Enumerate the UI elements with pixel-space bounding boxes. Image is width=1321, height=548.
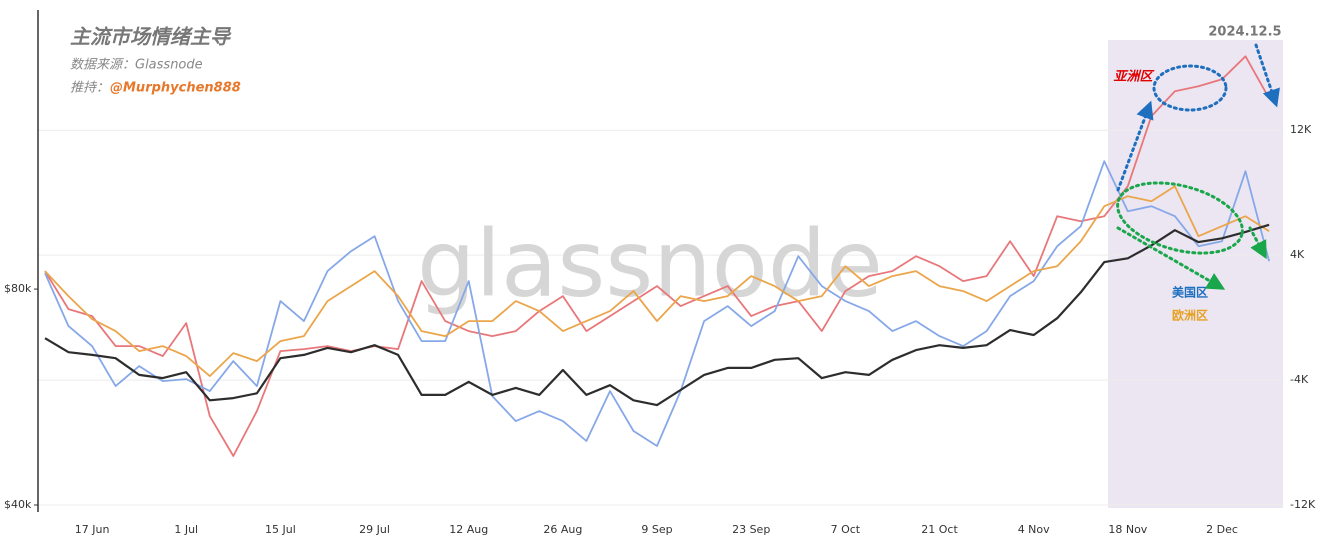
series-label: 欧洲区 xyxy=(1172,308,1208,323)
y2-tick-label: 12K xyxy=(1290,123,1312,136)
x-tick-label: 21 Oct xyxy=(921,523,958,536)
series-label: 美国区 xyxy=(1172,285,1208,300)
arrow xyxy=(1254,43,1280,108)
y-tick-label: $40k xyxy=(4,498,32,511)
subtitle: 数据来源：Glassnode xyxy=(70,58,203,73)
x-tick-label: 17 Jun xyxy=(75,523,110,536)
x-tick-label: 12 Aug xyxy=(449,523,488,536)
x-tick-label: 7 Oct xyxy=(831,523,861,536)
grid xyxy=(38,129,1283,506)
y2-tick-label: -12K xyxy=(1290,498,1316,511)
series-label: 亚洲区 xyxy=(1113,69,1154,85)
annotation: 2024.12.5 xyxy=(1208,25,1281,40)
credit-handle: @Murphychen888 xyxy=(110,81,241,96)
x-tick-label: 15 Jul xyxy=(265,523,296,536)
x-tick-label: 2 Dec xyxy=(1206,523,1238,536)
x-tick-label: 26 Aug xyxy=(543,523,582,536)
x-tick-label: 18 Nov xyxy=(1108,523,1147,536)
y-tick-label: $80k xyxy=(4,282,32,295)
x-tick-label: 1 Jul xyxy=(174,523,198,536)
credit-label: 推持： xyxy=(70,81,109,96)
arrow xyxy=(1116,100,1154,192)
series-line xyxy=(44,160,1270,447)
arrow xyxy=(1116,226,1226,290)
x-tick-label: 4 Nov xyxy=(1018,523,1050,536)
annotation-shapes xyxy=(1116,43,1280,290)
highlight-ellipse xyxy=(1116,181,1244,255)
x-tick-label: 29 Jul xyxy=(359,523,390,536)
watermark: glassnode xyxy=(417,210,883,317)
chart-title: 主流市场情绪主导 xyxy=(70,25,232,49)
x-tick-label: 9 Sep xyxy=(641,523,672,536)
highlight-ellipse xyxy=(1152,64,1228,112)
series-line xyxy=(44,185,1270,377)
lines xyxy=(44,55,1270,457)
series-line xyxy=(44,223,1270,407)
y2-tick-label: 4K xyxy=(1290,248,1305,261)
y2-tick-label: -4K xyxy=(1290,373,1309,386)
x-tick-label: 23 Sep xyxy=(732,523,770,536)
arrow xyxy=(1248,226,1267,260)
series-line xyxy=(44,55,1270,457)
